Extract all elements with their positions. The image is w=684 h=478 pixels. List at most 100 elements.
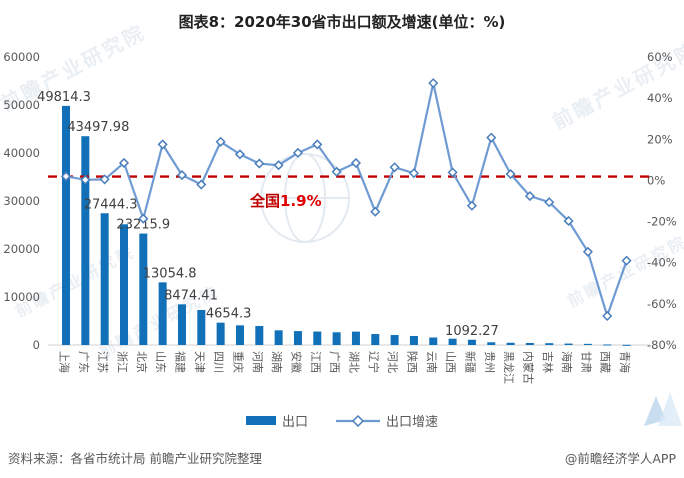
x-category-label: 河南 bbox=[251, 351, 264, 373]
watermark-globe bbox=[260, 153, 350, 243]
legend-line-label: 出口增速 bbox=[386, 415, 439, 430]
legend-item-export: 出口 bbox=[245, 411, 308, 430]
y-right-tick: -40% bbox=[647, 256, 677, 270]
x-category-label: 浙江 bbox=[115, 351, 128, 373]
x-category-label: 西藏 bbox=[599, 351, 612, 373]
bar bbox=[100, 213, 109, 345]
bar bbox=[390, 335, 399, 345]
national-growth-annotation: 全国1.9% bbox=[250, 190, 322, 211]
legend-bar-swatch bbox=[245, 416, 276, 425]
y-left-tick: 0 bbox=[33, 338, 40, 352]
x-category-label: 贵州 bbox=[483, 351, 496, 373]
x-category-label: 北京 bbox=[135, 351, 149, 373]
growth-marker bbox=[486, 132, 497, 143]
x-category-label: 江西 bbox=[309, 351, 322, 373]
growth-marker bbox=[99, 174, 110, 185]
x-category-label: 云南 bbox=[425, 351, 438, 373]
growth-marker bbox=[273, 160, 284, 171]
growth-marker bbox=[370, 206, 381, 217]
bar bbox=[274, 330, 283, 345]
y-left-tick: 20000 bbox=[3, 242, 40, 256]
growth-marker bbox=[544, 197, 555, 208]
bar-value-label: 27444.3 bbox=[84, 197, 138, 212]
x-category-label: 吉林 bbox=[541, 351, 555, 373]
growth-marker bbox=[254, 158, 265, 169]
bar bbox=[448, 338, 457, 345]
bar bbox=[351, 331, 360, 345]
bar-value-label: 4654.3 bbox=[206, 307, 252, 322]
y-right-tick: -20% bbox=[647, 215, 677, 229]
x-category-label: 河北 bbox=[386, 351, 399, 373]
bar bbox=[467, 339, 476, 345]
y-right-tick: 40% bbox=[647, 91, 673, 105]
x-category-label: 新疆 bbox=[463, 351, 477, 373]
growth-marker bbox=[196, 179, 207, 190]
bar bbox=[603, 344, 612, 346]
bar bbox=[545, 343, 554, 345]
x-category-label: 辽宁 bbox=[367, 351, 381, 373]
qianzhan-logo-watermark bbox=[644, 392, 682, 426]
x-category-label: 福建 bbox=[173, 351, 187, 373]
bar bbox=[525, 342, 534, 345]
x-category-label: 黑龙江 bbox=[502, 351, 515, 384]
x-category-label: 山东 bbox=[154, 351, 167, 373]
growth-marker bbox=[428, 78, 439, 89]
y-right-tick: -60% bbox=[647, 297, 677, 311]
bar bbox=[487, 342, 496, 345]
credit-note: @前瞻经济学人APP bbox=[564, 451, 676, 466]
x-category-label: 江苏 bbox=[96, 351, 109, 373]
legend-line-swatch bbox=[336, 414, 380, 427]
x-category-label: 上海 bbox=[58, 351, 72, 373]
source-note: 资料来源：各省市统计局 前瞻产业研究院整理 bbox=[8, 451, 262, 466]
bar-value-label: 13054.8 bbox=[143, 266, 197, 281]
legend: 出口 出口增速 bbox=[0, 411, 684, 430]
x-category-label: 四川 bbox=[212, 351, 225, 373]
x-category-label: 青海 bbox=[618, 351, 632, 373]
growth-marker bbox=[389, 162, 400, 173]
bar bbox=[313, 331, 322, 345]
growth-marker bbox=[60, 171, 72, 182]
bar bbox=[332, 332, 341, 345]
x-category-label: 甘肃 bbox=[579, 351, 592, 373]
annotation-prefix: 全国 bbox=[250, 192, 281, 210]
bar-value-label: 49814.3 bbox=[37, 90, 91, 105]
bar bbox=[293, 331, 302, 345]
bar bbox=[197, 310, 206, 345]
growth-marker bbox=[138, 213, 149, 224]
bar bbox=[119, 224, 128, 345]
y-right-tick: -80% bbox=[647, 338, 677, 352]
y-right-tick: 0% bbox=[647, 173, 665, 187]
growth-marker bbox=[582, 246, 593, 257]
x-category-label: 湖北 bbox=[347, 351, 360, 373]
growth-marker bbox=[408, 168, 420, 179]
bar bbox=[429, 337, 438, 345]
bar bbox=[62, 105, 70, 345]
legend-bar-label: 出口 bbox=[281, 415, 308, 430]
y-right-tick: 60% bbox=[647, 50, 673, 64]
y-left-tick: 10000 bbox=[3, 290, 40, 304]
x-category-label: 内蒙古 bbox=[521, 351, 535, 384]
growth-marker bbox=[312, 139, 323, 150]
growth-marker bbox=[234, 149, 246, 160]
growth-marker bbox=[524, 191, 535, 202]
bar bbox=[139, 233, 148, 345]
bar bbox=[506, 342, 515, 345]
x-category-label: 安徽 bbox=[289, 351, 303, 373]
bar bbox=[177, 304, 186, 345]
x-category-label: 天津 bbox=[193, 351, 206, 373]
bar-value-label: 43497.98 bbox=[67, 120, 129, 135]
growth-marker bbox=[602, 310, 613, 322]
footer: 资料来源：各省市统计局 前瞻产业研究院整理 @前瞻经济学人APP bbox=[0, 446, 684, 467]
bar-value-label: 8474.41 bbox=[164, 288, 218, 303]
x-category-label: 陕西 bbox=[405, 351, 419, 373]
x-category-label: 海南 bbox=[560, 351, 574, 373]
growth-marker bbox=[157, 139, 168, 150]
y-left-tick: 60000 bbox=[3, 50, 40, 64]
bar bbox=[409, 335, 418, 345]
x-category-label: 广东 bbox=[77, 351, 90, 373]
bar bbox=[622, 344, 631, 346]
bar bbox=[371, 334, 380, 345]
bar bbox=[81, 136, 90, 345]
y-left-tick: 30000 bbox=[3, 194, 40, 208]
y-left-tick: 50000 bbox=[3, 98, 40, 112]
